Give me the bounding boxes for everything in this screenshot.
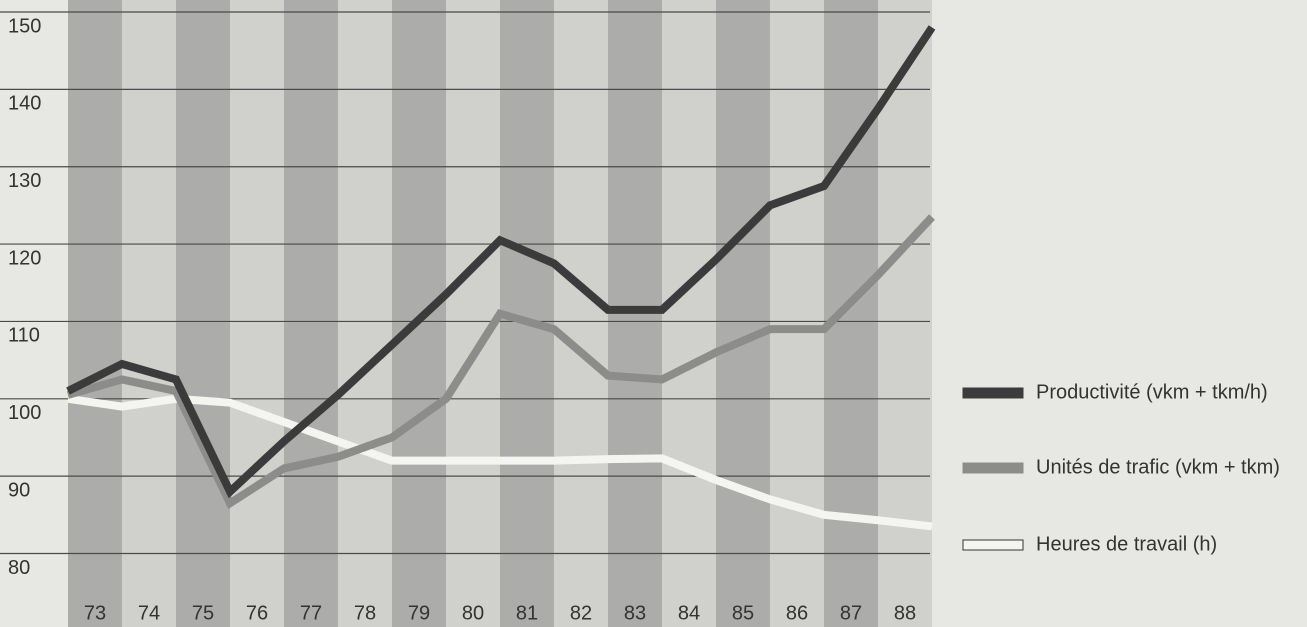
x-tick-label: 88 [894,602,916,624]
x-tick-label: 79 [408,602,430,624]
x-tick-label: 83 [624,602,646,624]
x-tick-label: 75 [192,602,214,624]
x-tick-label: 84 [678,602,700,624]
x-tick-label: 86 [786,602,808,624]
stripe [68,0,122,627]
legend-swatch [962,387,1024,399]
legend-label: Productivité (vkm + tkm/h) [1036,381,1268,403]
x-tick-label: 82 [570,602,592,624]
x-tick-label: 77 [300,602,322,624]
y-tick-label: 100 [8,402,41,424]
y-tick-label: 130 [8,170,41,192]
legend-swatch [962,539,1024,551]
stripe [446,0,500,627]
stripe [716,0,770,627]
legend-label: Unités de trafic (vkm + tkm) [1036,456,1280,478]
stripe [824,0,878,627]
stripe [338,0,392,627]
y-tick-label: 90 [8,479,30,501]
stripe [770,0,824,627]
legend-label: Heures de travail (h) [1036,533,1217,555]
stripe [554,0,608,627]
stripe [230,0,284,627]
y-tick-label: 110 [8,325,40,347]
y-tick-label: 120 [8,247,41,269]
x-tick-label: 74 [138,602,160,624]
x-tick-label: 73 [84,602,106,624]
y-tick-label: 80 [8,557,30,579]
stripe [176,0,230,627]
x-tick-label: 85 [732,602,754,624]
x-tick-label: 76 [246,602,268,624]
x-tick-label: 81 [516,602,538,624]
y-tick-label: 150 [8,15,41,37]
stripe [662,0,716,627]
stripe [122,0,176,627]
line [66,25,936,499]
legend-swatch [962,462,1024,474]
stripe [284,0,338,627]
x-tick-label: 78 [354,602,376,624]
y-tick-label: 140 [8,93,41,115]
stripe [392,0,446,627]
line [67,394,933,531]
line [66,214,935,510]
x-tick-label: 87 [840,602,862,624]
x-tick-label: 80 [462,602,484,624]
